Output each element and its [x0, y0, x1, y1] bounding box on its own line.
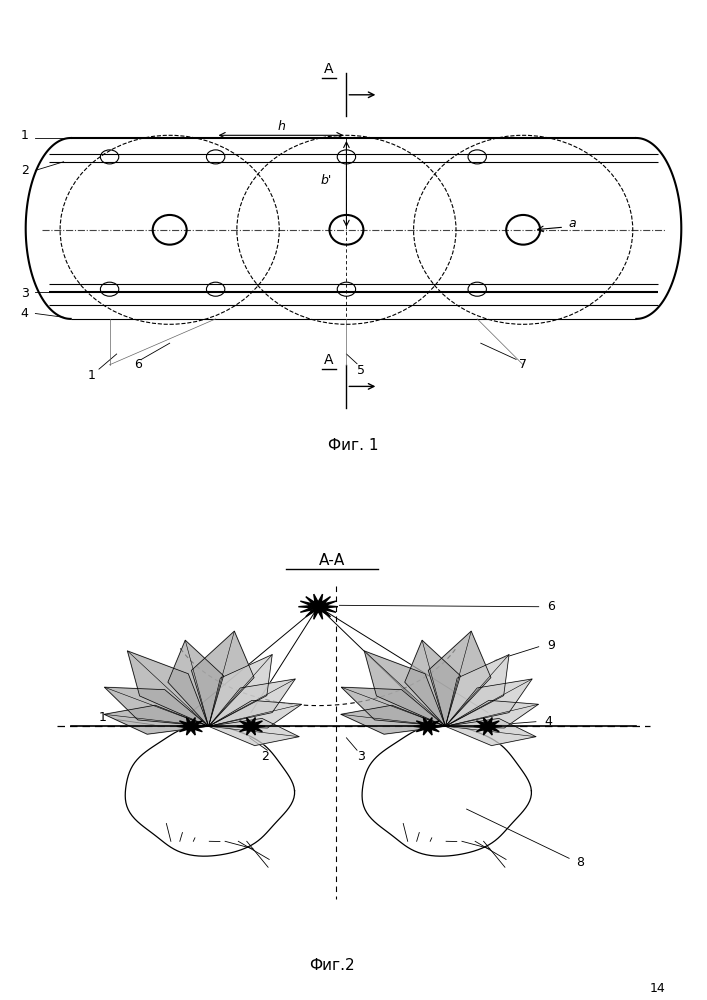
- Text: 2: 2: [21, 164, 29, 177]
- Polygon shape: [177, 718, 205, 735]
- Polygon shape: [445, 718, 536, 746]
- Polygon shape: [127, 651, 209, 726]
- Text: 4: 4: [21, 307, 29, 320]
- Text: 3: 3: [21, 287, 29, 300]
- Text: 1: 1: [21, 129, 29, 142]
- Polygon shape: [362, 725, 532, 856]
- Text: 4: 4: [544, 715, 552, 728]
- Text: А-А: А-А: [319, 553, 346, 568]
- Polygon shape: [209, 718, 299, 746]
- Polygon shape: [404, 640, 460, 726]
- Text: 6: 6: [547, 600, 556, 613]
- Polygon shape: [445, 679, 532, 726]
- Polygon shape: [168, 640, 223, 726]
- Text: 1: 1: [98, 711, 107, 724]
- Polygon shape: [104, 705, 209, 734]
- Polygon shape: [445, 655, 509, 726]
- Polygon shape: [341, 705, 445, 734]
- Text: 14: 14: [650, 982, 665, 995]
- Text: 9: 9: [547, 639, 556, 652]
- Polygon shape: [192, 631, 254, 726]
- Polygon shape: [364, 651, 445, 726]
- Polygon shape: [209, 679, 296, 726]
- Text: 3: 3: [356, 750, 365, 763]
- Text: 5: 5: [356, 364, 365, 377]
- Text: 6: 6: [134, 358, 142, 371]
- Text: b': b': [321, 174, 332, 187]
- Polygon shape: [237, 718, 265, 735]
- Polygon shape: [298, 594, 338, 619]
- Polygon shape: [209, 655, 272, 726]
- Text: 7: 7: [519, 358, 527, 371]
- Text: a: a: [569, 217, 576, 230]
- Text: 1: 1: [88, 369, 96, 382]
- Text: h: h: [277, 120, 286, 133]
- Polygon shape: [209, 700, 302, 728]
- Text: Фиг. 1: Фиг. 1: [328, 438, 379, 453]
- Text: 8: 8: [575, 856, 584, 868]
- Text: 2: 2: [261, 750, 269, 763]
- Text: А: А: [324, 354, 334, 367]
- Polygon shape: [428, 631, 491, 726]
- Polygon shape: [445, 700, 539, 728]
- Text: Фиг.2: Фиг.2: [310, 958, 355, 973]
- Polygon shape: [474, 718, 502, 735]
- Polygon shape: [414, 718, 442, 735]
- Polygon shape: [105, 687, 209, 726]
- Polygon shape: [125, 725, 295, 856]
- Text: А: А: [324, 62, 334, 76]
- Polygon shape: [341, 687, 445, 726]
